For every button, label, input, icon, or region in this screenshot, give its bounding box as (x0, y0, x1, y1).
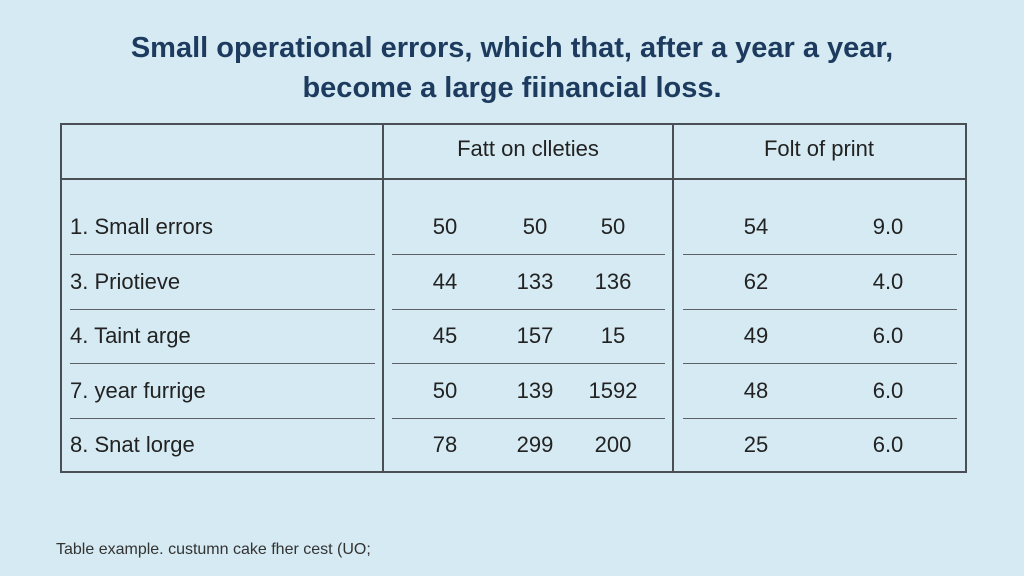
cell-value: 25 (743, 432, 769, 457)
cell-value: 78 (432, 432, 458, 457)
row-label: 4. Taint arge (70, 323, 191, 348)
cell-value: 157 (516, 323, 554, 348)
cell-value: 6.0 (872, 432, 904, 457)
cell-value: 133 (516, 268, 554, 294)
cell-value: 6.0 (872, 323, 904, 348)
title: become a large fiinancial loss. (302, 72, 722, 104)
cell-value: 49 (743, 323, 769, 348)
row-rule (683, 254, 957, 255)
group-header: Folt of print (763, 136, 875, 161)
cell-value: 50 (522, 214, 548, 239)
row-rule (70, 254, 375, 255)
cell-value: 48 (743, 377, 769, 403)
cell-value: 44 (432, 268, 458, 294)
cell-value: 4.0 (872, 268, 904, 294)
cell-value: 9.0 (872, 214, 904, 239)
cell-value: 136 (594, 268, 632, 294)
cell-value: 299 (516, 432, 554, 457)
cell-value: 200 (594, 432, 632, 457)
column-divider (382, 123, 384, 471)
cell-value: 62 (743, 268, 769, 294)
cell-value: 50 (432, 214, 458, 239)
title: Small operational errors, which that, af… (130, 32, 894, 64)
table-frame (60, 123, 967, 473)
row-rule (70, 363, 375, 364)
cell-value: 15 (600, 323, 626, 348)
cell-value: 1592 (588, 377, 638, 403)
group-header: Fatt on clleties (457, 136, 599, 161)
cell-value: 139 (516, 377, 554, 403)
row-rule (392, 308, 665, 310)
cell-value: 45 (432, 323, 458, 348)
header-rule (60, 178, 965, 180)
row-label: 1. Small errors (70, 214, 214, 239)
row-rule (683, 308, 957, 310)
row-rule (392, 417, 665, 419)
row-label: 8. Snat lorge (70, 432, 195, 457)
row-rule (683, 363, 957, 364)
row-rule (392, 254, 665, 255)
row-rule (70, 417, 375, 419)
row-label: 3. Priotieve (70, 268, 181, 294)
footer: Table example. custumn cake fher cest (U… (56, 541, 371, 558)
cell-value: 50 (432, 377, 458, 403)
cell-value: 6.0 (872, 377, 904, 403)
cell-value: 54 (743, 214, 769, 239)
column-divider (672, 123, 674, 471)
row-rule (392, 363, 665, 364)
row-rule (683, 417, 957, 419)
cell-value: 50 (600, 214, 626, 239)
row-rule (70, 308, 375, 310)
row-label: 7. year furrige (70, 377, 206, 403)
